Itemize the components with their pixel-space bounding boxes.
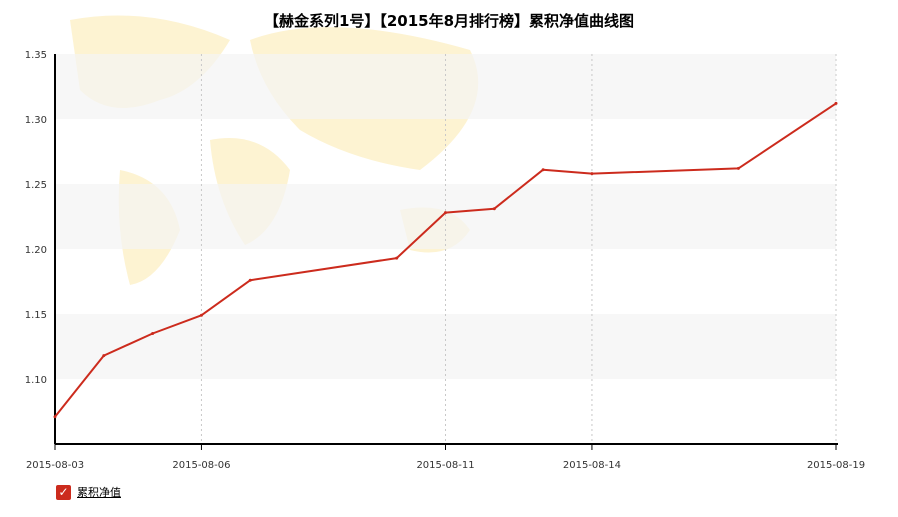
y-tick-label: 1.30 (25, 115, 47, 126)
data-point (395, 256, 399, 260)
data-point (199, 313, 203, 317)
y-tick-label: 1.15 (25, 310, 47, 321)
y-tick-label: 1.25 (25, 180, 47, 191)
y-tick-label: 1.10 (25, 375, 47, 386)
data-point (834, 101, 838, 105)
data-point (248, 278, 252, 282)
data-point (492, 207, 496, 211)
data-point (541, 168, 545, 172)
axes (54, 54, 838, 445)
data-point (53, 415, 57, 419)
data-point (102, 354, 106, 358)
x-tick-label: 2015-08-14 (563, 460, 621, 471)
data-point (444, 211, 447, 215)
legend[interactable]: ✓ 累积净值 (56, 484, 121, 500)
legend-label[interactable]: 累积净值 (77, 486, 121, 499)
x-tick-label: 2015-08-19 (807, 460, 865, 471)
x-tick-labels: 2015-08-03 2015-08-06 2015-08-11 2015-08-14… (26, 460, 865, 471)
series-layer (53, 101, 838, 419)
data-point (151, 332, 155, 335)
data-point (736, 166, 740, 170)
check-icon[interactable]: ✓ (56, 484, 71, 500)
series-line (54, 102, 837, 418)
y-tick-label: 1.20 (25, 245, 47, 256)
y-tick-label: 1.35 (25, 50, 47, 61)
chart-title: 【赫金系列1号】【2015年8月排行榜】累积净值曲线图 (263, 12, 635, 30)
y-tick-labels: 1.35 1.30 1.25 1.20 1.15 1.10 (25, 50, 47, 386)
data-point (590, 172, 594, 176)
x-tick-label: 2015-08-11 (416, 460, 474, 471)
x-tick-label: 2015-08-06 (172, 460, 230, 471)
x-tick-label: 2015-08-03 (26, 460, 84, 471)
